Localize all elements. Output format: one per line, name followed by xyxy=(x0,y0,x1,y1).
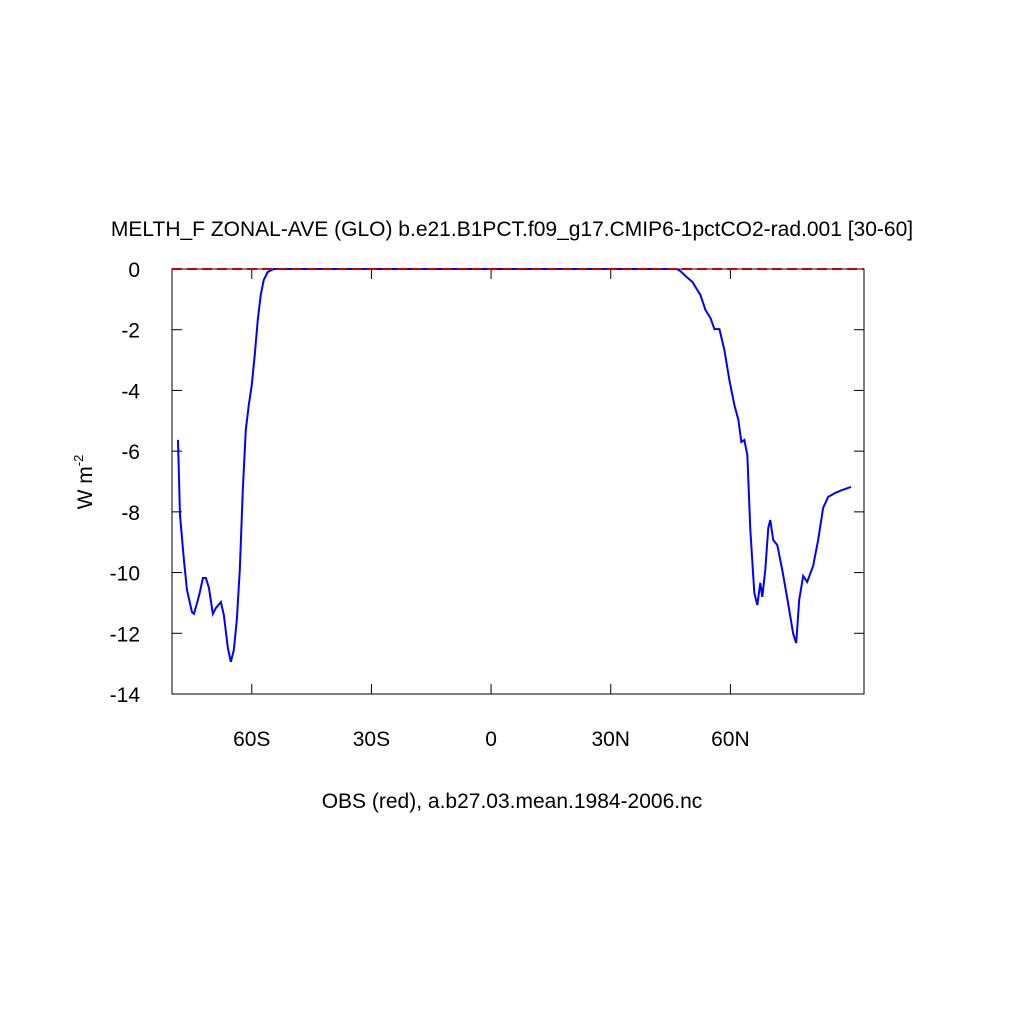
x-tick-label: 0 xyxy=(485,728,497,751)
y-label-main: W m xyxy=(74,466,97,509)
y-tick-label: -2 xyxy=(121,320,140,343)
x-tick-label: 60N xyxy=(711,728,750,751)
y-label-sup: -2 xyxy=(71,455,86,467)
x-tick-label: 30N xyxy=(591,728,630,751)
chart-title: MELTH_F ZONAL-AVE (GLO) b.e21.B1PCT.f09_… xyxy=(111,218,913,241)
x-tick-label: 30S xyxy=(353,728,390,751)
y-tick-label: -8 xyxy=(121,502,140,525)
plot-frame xyxy=(171,268,865,695)
y-tick-label: -14 xyxy=(110,684,141,707)
y-tick-label: -12 xyxy=(110,623,140,646)
y-tick-label: 0 xyxy=(128,259,140,282)
y-tick-label: -4 xyxy=(121,380,140,403)
x-axis-label: OBS (red), a.b27.03.mean.1984-2006.nc xyxy=(322,790,703,813)
data-line xyxy=(176,268,852,663)
y-axis-label: W m-2 xyxy=(71,455,97,510)
x-tick-label: 60S xyxy=(233,728,270,751)
y-axis-label-text: W m-2 xyxy=(71,455,97,510)
y-tick-label: -6 xyxy=(121,441,140,464)
y-tick-label: -10 xyxy=(110,563,140,586)
